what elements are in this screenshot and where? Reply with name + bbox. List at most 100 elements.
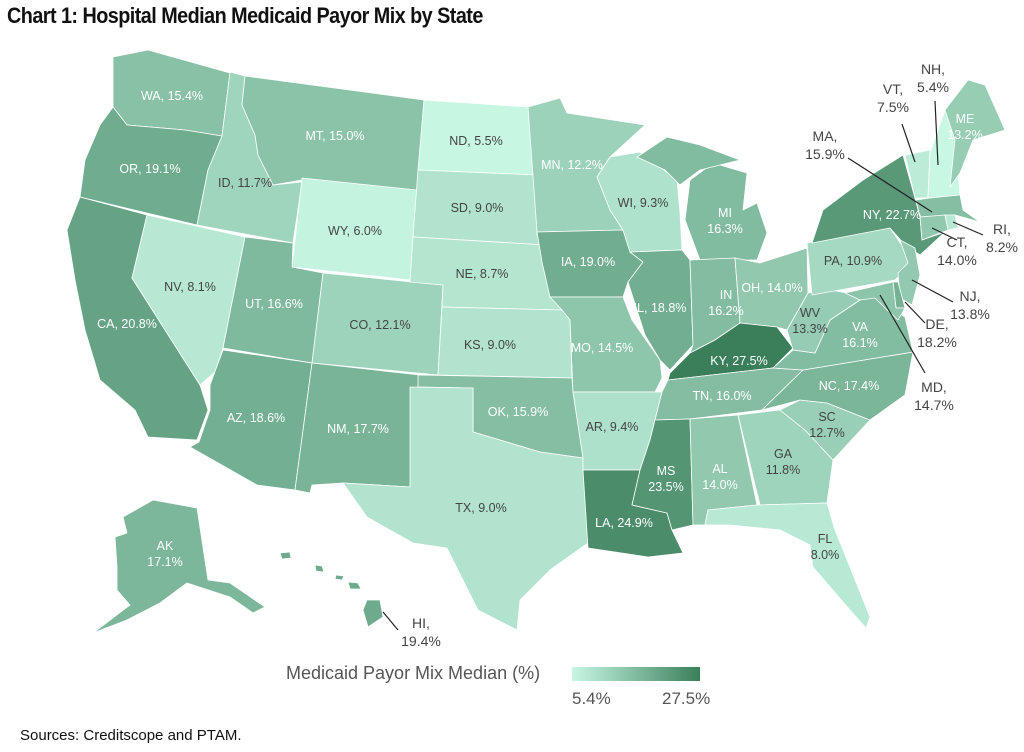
state-label-line: NY, 22.7%	[863, 208, 921, 222]
state-label-line: OK, 15.9%	[488, 405, 548, 419]
state-label-line: 14.0%	[702, 478, 737, 492]
state-label-line: MN, 12.2%	[541, 158, 603, 172]
legend-max-label: 27.5%	[662, 689, 711, 708]
state-label-la: LA, 24.9%	[595, 516, 653, 530]
state-label-line: 13.8%	[950, 306, 990, 322]
leader-line-ri	[952, 221, 984, 236]
state-label-line: MI	[718, 206, 732, 220]
state-label-line: SC	[818, 410, 835, 424]
state-hi	[362, 599, 384, 628]
legend-min-label: 5.4%	[572, 689, 611, 708]
state-label-line: CO, 12.1%	[349, 318, 410, 332]
state-label-ma: MA, 15.9%	[805, 128, 845, 162]
state-label-line: 17.1%	[147, 555, 182, 569]
state-label-line: 18.2%	[917, 334, 957, 350]
state-label-ks: KS, 9.0%	[464, 338, 516, 352]
state-label-va: VA 16.1%	[842, 320, 877, 350]
state-label-line: FL	[818, 532, 833, 546]
state-az	[189, 349, 313, 491]
state-label-wa: WA, 15.4%	[141, 89, 203, 103]
state-label-line: ID, 11.7%	[218, 176, 272, 190]
state-label-line: WA, 15.4%	[141, 89, 203, 103]
state-label-ms: MS 23.5%	[648, 464, 683, 494]
state-label-line: NH,	[921, 61, 945, 77]
state-md	[844, 281, 906, 321]
state-label-ar: AR, 9.4%	[586, 420, 639, 434]
state-label-line: ME	[956, 112, 975, 126]
state-label-ct: CT, 14.0%	[937, 234, 977, 268]
state-label-line: CA, 20.8%	[97, 317, 157, 331]
state-label-nc: NC, 17.4%	[819, 379, 879, 393]
state-label-line: PA, 10.9%	[824, 254, 882, 268]
state-label-ia: IA, 19.0%	[561, 255, 615, 269]
state-label-line: 7.5%	[877, 99, 909, 115]
state-label-line: TN, 16.0%	[692, 389, 751, 403]
state-label-in: IN 16.2%	[708, 288, 743, 318]
leader-line-nj	[911, 279, 954, 303]
sources-note: Sources: Creditscope and PTAM.	[20, 727, 242, 744]
state-label-or: OR, 19.1%	[119, 162, 180, 176]
state-label-line: 8.0%	[811, 548, 840, 562]
state-label-tn: TN, 16.0%	[692, 389, 751, 403]
state-label-al: AL 14.0%	[702, 462, 737, 492]
state-label-vt: VT, 7.5%	[877, 81, 909, 115]
state-label-line: MA,	[813, 128, 838, 144]
state-label-line: 5.4%	[917, 79, 949, 95]
state-label-de: DE, 18.2%	[917, 316, 957, 350]
state-label-nm: NM, 17.7%	[327, 422, 389, 436]
state-label-oh: OH, 14.0%	[741, 281, 802, 295]
state-label-nv: NV, 8.1%	[164, 280, 216, 294]
state-label-line: DE,	[925, 316, 948, 332]
leader-line-nh	[934, 100, 939, 166]
state-label-line: MO, 14.5%	[571, 341, 634, 355]
state-label-line: 23.5%	[648, 480, 683, 494]
state-label-line: IA, 19.0%	[561, 255, 615, 269]
leader-line-vt	[901, 123, 916, 163]
state-label-co: CO, 12.1%	[349, 318, 410, 332]
leader-line-ct	[931, 227, 958, 241]
state-label-line: NM, 17.7%	[327, 422, 389, 436]
state-label-line: 13.3%	[792, 322, 827, 336]
state-label-ak: AK 17.1%	[147, 539, 182, 569]
state-tx	[342, 386, 589, 631]
state-label-line: NV, 8.1%	[164, 280, 216, 294]
state-label-line: 15.9%	[805, 146, 845, 162]
state-label-line: AL	[712, 462, 727, 476]
state-label-line: 16.3%	[707, 222, 742, 236]
state-label-line: MD,	[921, 379, 947, 395]
state-label-line: KY, 27.5%	[710, 354, 767, 368]
state-label-line: LA, 24.9%	[595, 516, 653, 530]
legend-title: Medicaid Payor Mix Median (%)	[286, 663, 541, 683]
state-me	[944, 79, 1006, 188]
state-label-mo: MO, 14.5%	[571, 341, 634, 355]
state-label-line: WY, 6.0%	[328, 224, 382, 238]
state-label-wi: WI, 9.3%	[618, 196, 669, 210]
state-hi	[314, 564, 325, 573]
state-il	[627, 249, 694, 371]
state-label-line: 16.2%	[708, 304, 743, 318]
state-mi	[636, 136, 741, 186]
chart-title: Chart 1: Hospital Median Medicaid Payor …	[7, 3, 483, 28]
state-label-nh: NH, 5.4%	[917, 61, 949, 95]
state-label-il: IL, 18.8%	[634, 301, 687, 315]
state-label-ri: RI, 8.2%	[986, 221, 1018, 255]
state-label-mn: MN, 12.2%	[541, 158, 603, 172]
state-mi	[684, 162, 768, 261]
state-label-line: 8.2%	[986, 239, 1018, 255]
state-label-line: NJ,	[960, 288, 981, 304]
state-label-line: SD, 9.0%	[451, 201, 504, 215]
state-label-ca: CA, 20.8%	[97, 317, 157, 331]
state-label-line: CT,	[947, 234, 968, 250]
state-label-line: HI,	[412, 615, 430, 631]
state-hi	[347, 581, 362, 590]
state-label-line: 13.2%	[947, 128, 982, 142]
state-label-line: OH, 14.0%	[741, 281, 802, 295]
state-label-nj: NJ, 13.8%	[950, 288, 990, 322]
state-label-line: KS, 9.0%	[464, 338, 516, 352]
state-label-ny: NY, 22.7%	[863, 208, 921, 222]
state-label-md: MD, 14.7%	[914, 379, 954, 413]
state-label-ut: UT, 16.6%	[245, 297, 303, 311]
state-ri	[944, 214, 959, 231]
state-labels: WA, 15.4% OR, 19.1% CA, 20.8% NV, 8.1% ID, 1…	[97, 61, 1018, 649]
